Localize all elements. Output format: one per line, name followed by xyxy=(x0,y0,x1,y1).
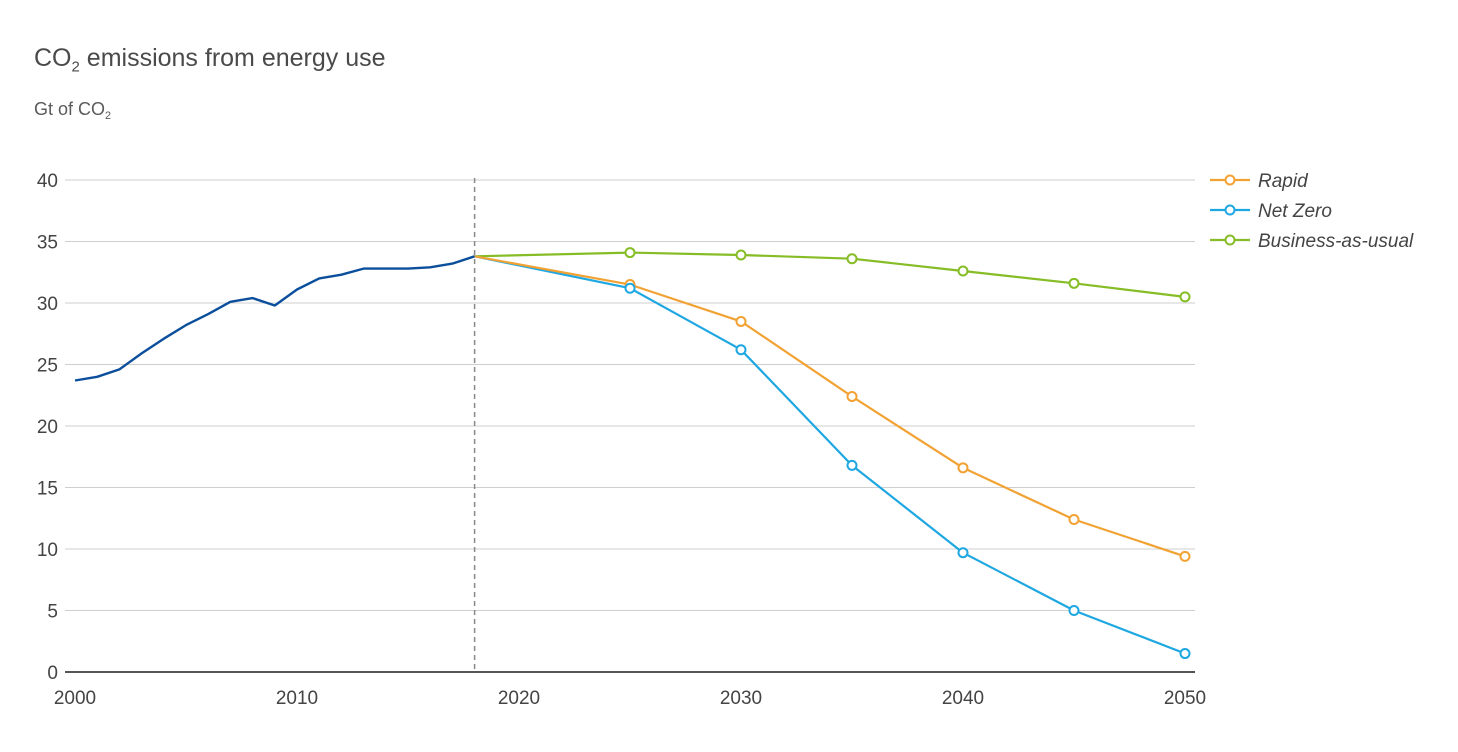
legend-label: Net Zero xyxy=(1258,201,1332,222)
data-point xyxy=(1179,648,1191,660)
x-tick-label: 2030 xyxy=(720,688,762,709)
title-subscript: 2 xyxy=(71,58,80,76)
gridlines xyxy=(65,179,1195,673)
data-point xyxy=(957,547,969,559)
history-line xyxy=(74,255,475,382)
x-tick-label: 2050 xyxy=(1164,688,1206,709)
data-point xyxy=(1068,605,1080,616)
y-tick-label: 0 xyxy=(47,663,58,684)
series-line xyxy=(474,255,1186,558)
y-tick-label: 35 xyxy=(37,233,58,254)
x-tick-label: 2040 xyxy=(942,688,984,709)
y-tick-label: 10 xyxy=(37,540,58,561)
data-point xyxy=(846,459,858,471)
legend-marker xyxy=(1224,204,1236,216)
x-tick-label: 2000 xyxy=(54,688,96,709)
data-point xyxy=(735,315,747,327)
y-tick-label: 5 xyxy=(47,602,58,623)
x-tick-label: 2010 xyxy=(276,688,318,709)
data-point xyxy=(735,344,747,356)
title-co: CO xyxy=(34,44,72,72)
data-point xyxy=(957,265,969,277)
series-markers xyxy=(624,247,1191,660)
data-point xyxy=(1179,291,1191,303)
chart-title: CO2 emissions from energy use xyxy=(34,44,386,75)
series-line xyxy=(474,255,1186,655)
y-tick-label: 20 xyxy=(37,417,58,438)
legend-marker xyxy=(1224,174,1236,186)
y-axis-ticks: 0 5 10 15 20 25 30 35 40 xyxy=(37,171,58,684)
legend-label: Rapid xyxy=(1258,171,1309,192)
legend-marker xyxy=(1224,234,1236,246)
data-point xyxy=(1068,277,1080,289)
legend: Rapid Net Zero Business-as-usual xyxy=(1210,171,1414,252)
data-point xyxy=(846,390,858,402)
data-point xyxy=(1068,513,1080,525)
data-point xyxy=(624,247,636,259)
data-point xyxy=(846,253,858,265)
unit-subscript: 2 xyxy=(105,109,112,122)
data-point xyxy=(1179,550,1191,562)
data-point xyxy=(624,282,636,294)
title-rest: emissions from energy use xyxy=(79,44,386,72)
series-lines xyxy=(74,251,1186,655)
y-tick-label: 15 xyxy=(37,479,58,500)
data-point xyxy=(735,249,747,261)
y-tick-label: 40 xyxy=(37,171,58,192)
x-axis-ticks: 2000 2010 2020 2030 2040 2050 xyxy=(54,688,1206,709)
x-tick-label: 2020 xyxy=(498,688,540,709)
y-unit-label: Gt of CO2 xyxy=(34,99,111,122)
unit-main: Gt of CO xyxy=(34,99,106,119)
legend-label: Business-as-usual xyxy=(1258,231,1414,252)
data-point xyxy=(957,462,969,474)
y-tick-label: 30 xyxy=(37,294,58,315)
y-tick-label: 25 xyxy=(37,356,58,377)
